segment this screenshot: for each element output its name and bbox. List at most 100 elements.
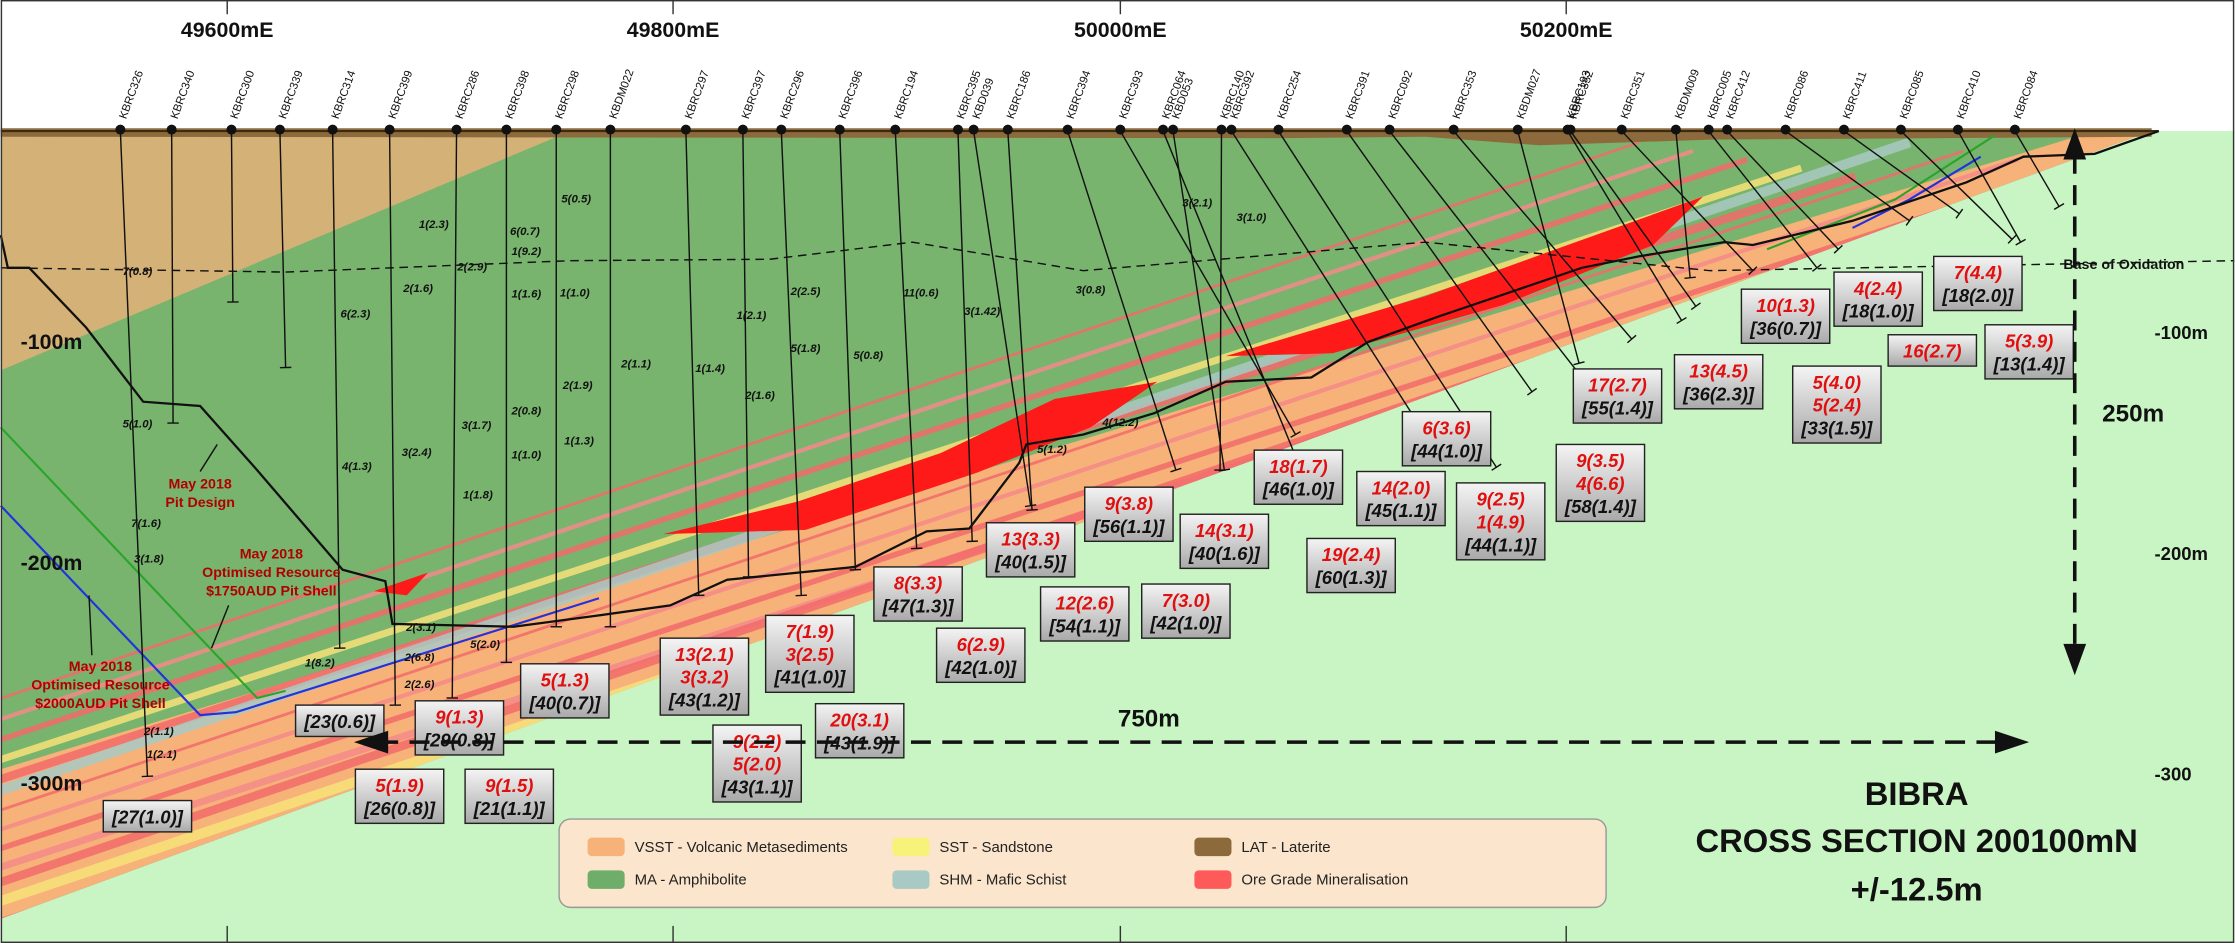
intercept-box — [414, 700, 505, 756]
collar — [952, 124, 963, 135]
drillhole — [1675, 130, 1691, 278]
legend: VSST - Volcanic Metasediments SST - Sands… — [587, 837, 1408, 889]
intercept-box — [1933, 255, 2023, 312]
grade-label: 20(3.1) — [829, 709, 889, 730]
interval-label: 1(1.4) — [695, 363, 725, 375]
hole-end — [1676, 316, 1687, 325]
hole-end — [1290, 430, 1301, 438]
shell-1750-label: May 2018 Optimised Resource $1750AUD Pit S… — [202, 546, 341, 599]
interval-label: 3(1.42) — [964, 306, 1000, 318]
depth-label: -100m — [2155, 322, 2208, 343]
drillhole — [230, 131, 234, 302]
total-label: [29(0.8)] — [423, 729, 496, 750]
intercept-box — [814, 702, 905, 759]
interval-label: 1(1.8) — [463, 490, 493, 502]
legend-label: Ore Grade Mineralisation — [1241, 872, 1408, 889]
grade-label: 9(1.3) — [435, 707, 483, 728]
intercept-box — [1179, 513, 1270, 570]
interval-label: 2(2.6) — [404, 679, 435, 691]
pointer — [210, 605, 230, 649]
grade-label: 12(2.6) — [1055, 593, 1114, 614]
depth-label: -300 — [2155, 764, 2192, 785]
intercept-box — [1306, 537, 1396, 594]
drillhole — [1007, 131, 1033, 511]
total-label: [26(0.8)] — [363, 798, 436, 819]
interval-label: 2(0.8) — [510, 406, 541, 418]
interval-labels: 7(0.8) 5(1.0) 7(1.6) 3(1.8) 1(2.3) 2(2.9) 2(1.… — [123, 193, 1267, 761]
collar — [890, 124, 901, 135]
grade-label: 5(3.9) — [2005, 331, 2053, 352]
interval-label: 5(2.0) — [470, 639, 500, 651]
collar — [1952, 124, 1963, 135]
collar — [551, 124, 562, 135]
total-label: [33(1.5)] — [1800, 417, 1873, 438]
interval-label: 2(1.6) — [402, 283, 433, 295]
drillhole — [780, 131, 802, 596]
drillhole — [1621, 130, 1754, 272]
total-label: [46(1.0)] — [1262, 479, 1335, 500]
drillhole — [1708, 130, 1818, 269]
grade-label: 3(2.5) — [786, 644, 834, 665]
intercept-box — [935, 627, 1026, 684]
grade-label: 19(2.4) — [1322, 544, 1381, 565]
legend-label: SHM - Mafic Schist — [939, 872, 1067, 889]
grade-label: 1(4.9) — [1477, 511, 1525, 532]
collar — [1565, 124, 1576, 135]
grade-label: 6(3.6) — [1422, 417, 1470, 438]
interval-label: 3(0.8) — [1076, 284, 1106, 296]
drillhole — [1843, 130, 1960, 215]
interval-label: 5(0.8) — [853, 350, 883, 362]
pit-shell-1750 — [0, 426, 286, 700]
grade-label: 5(4.0) — [1813, 372, 1861, 393]
hole-end — [2053, 203, 2065, 211]
collar — [501, 124, 512, 135]
total-label: [42(1.0)] — [944, 657, 1017, 678]
stripe — [0, 149, 1965, 919]
grade-label: 7(3.0) — [1162, 590, 1210, 611]
hole-end — [2015, 238, 2026, 246]
interval-label: 3(2.1) — [1182, 198, 1212, 210]
interval-label: 5(1.2) — [1037, 444, 1067, 456]
intercept-box — [519, 663, 610, 719]
grade-label: 7(1.9) — [786, 621, 834, 642]
pointer — [199, 444, 218, 472]
intercept-box — [1039, 586, 1130, 642]
shell-2000-label: May 2018 Optimised Resource $2000AUD Pit S… — [31, 659, 170, 712]
grade-label: 8(3.3) — [894, 573, 942, 594]
collar — [737, 124, 748, 135]
intercept-box — [659, 637, 750, 716]
collar — [1341, 124, 1352, 135]
collar — [680, 124, 691, 135]
legend-label: LAT - Laterite — [1241, 839, 1330, 856]
collar — [1273, 124, 1284, 135]
pit-design-label: May 2018 Pit Design — [165, 477, 235, 512]
grade-label: 13(2.1) — [675, 644, 734, 665]
collar — [605, 124, 616, 135]
intercept-box — [1455, 482, 1546, 561]
intercept-box — [1084, 486, 1174, 543]
arrow-head — [2063, 643, 2087, 676]
collar — [2009, 124, 2020, 135]
collar — [115, 124, 126, 135]
total-label: [54(1.1)] — [1048, 615, 1121, 636]
intercept-box — [1356, 470, 1446, 527]
intercept-box — [1740, 288, 1831, 345]
hole-end — [1690, 302, 1701, 311]
volcanic-upper — [0, 131, 571, 371]
collar — [1703, 124, 1714, 135]
grade-label: 7(4.4) — [1954, 262, 2002, 283]
interval-label: 5(1.8) — [791, 343, 821, 355]
intercept-box — [1673, 353, 1764, 410]
hole-end — [1526, 387, 1538, 396]
intercept-box — [985, 522, 1076, 578]
width-label: 750m — [1118, 705, 1180, 732]
collar — [1895, 124, 1906, 135]
collar — [1616, 124, 1627, 135]
drillhole — [2014, 130, 2060, 207]
total-label: [21(1.1)] — [473, 798, 546, 819]
collar — [1384, 124, 1395, 135]
interval-label: 3(1.8) — [134, 554, 164, 566]
stripe — [0, 164, 1803, 919]
grade-label: 5(1.3) — [541, 670, 589, 691]
